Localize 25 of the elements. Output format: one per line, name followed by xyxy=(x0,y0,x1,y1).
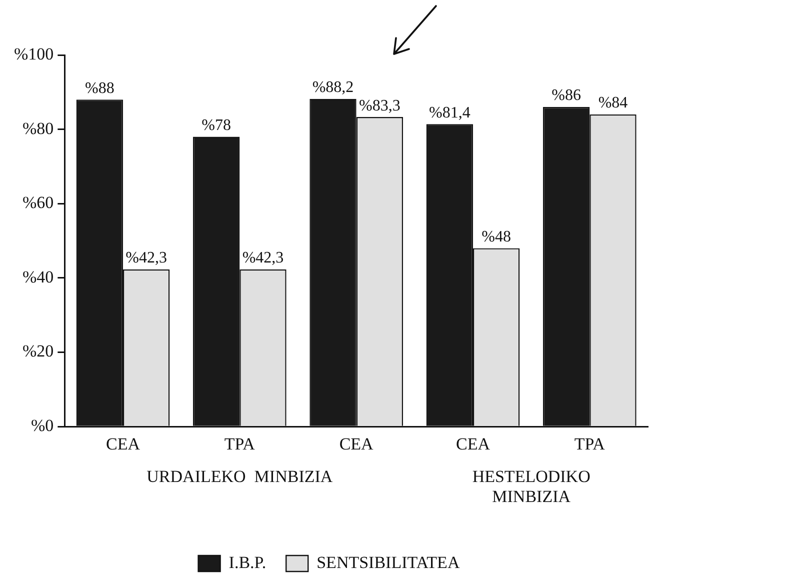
data-label: %84 xyxy=(598,94,628,112)
x-tick-label: CEA xyxy=(106,434,141,454)
text: HESTELODIKO MINBIZIA xyxy=(472,466,590,506)
data-label: %88 xyxy=(84,80,114,97)
x-tick-label: TPA xyxy=(224,434,256,454)
legend-label: I.B.P. xyxy=(228,552,266,572)
data-label: %83,3 xyxy=(359,97,400,114)
data-label: %86 xyxy=(552,87,581,104)
data-label: %81,4 xyxy=(429,104,470,122)
data-label: %42,3 xyxy=(126,250,167,267)
x-tick-label: CEA xyxy=(456,434,491,454)
x-tick-label: CEA xyxy=(339,434,374,454)
y-tick-label: %20 xyxy=(22,342,54,361)
y-tick-label: %0 xyxy=(30,416,54,436)
data-label: %78 xyxy=(202,116,231,134)
y-tick-label: %100 xyxy=(14,44,54,64)
y-tick-label: %40 xyxy=(22,267,54,286)
legend-label: SENTSIBILITATEA xyxy=(316,552,460,572)
text: URDAILEKO MINBIZIA xyxy=(146,466,334,486)
y-tick-label: %60 xyxy=(22,193,54,212)
data-label: %88,2 xyxy=(312,79,354,96)
data-label: %42,3 xyxy=(242,250,284,267)
y-tick-label: %80 xyxy=(22,118,54,138)
data-label: %48 xyxy=(482,228,511,246)
x-tick-label: TPA xyxy=(574,434,606,454)
